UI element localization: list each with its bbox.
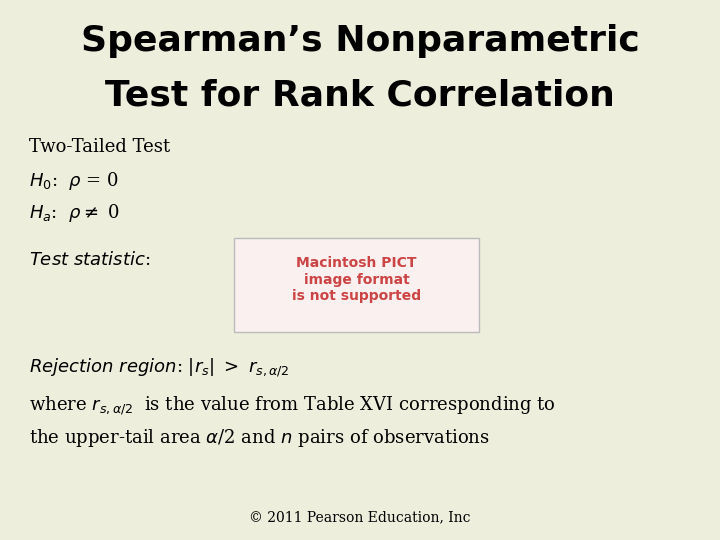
Text: the upper-tail area $\alpha$/2 and $\mathit{n}$ pairs of observations: the upper-tail area $\alpha$/2 and $\mat… bbox=[29, 427, 490, 449]
Text: Macintosh PICT
image format
is not supported: Macintosh PICT image format is not suppo… bbox=[292, 256, 421, 303]
Text: Spearman’s Nonparametric: Spearman’s Nonparametric bbox=[81, 24, 639, 58]
FancyBboxPatch shape bbox=[234, 238, 479, 332]
Text: Test for Rank Correlation: Test for Rank Correlation bbox=[105, 78, 615, 112]
Text: © 2011 Pearson Education, Inc: © 2011 Pearson Education, Inc bbox=[249, 510, 471, 524]
Text: $\mathit{H}_a$:  $\mathit{\rho} \neq$ 0: $\mathit{H}_a$: $\mathit{\rho} \neq$ 0 bbox=[29, 202, 120, 225]
Text: $\it{Test\ statistic}$:: $\it{Test\ statistic}$: bbox=[29, 251, 150, 269]
Text: $\mathit{H}_0$:  $\mathit{\rho}$ = 0: $\mathit{H}_0$: $\mathit{\rho}$ = 0 bbox=[29, 170, 119, 192]
Text: where $\mathit{r}_{s,\alpha/2}$  is the value from Table XVI corresponding to: where $\mathit{r}_{s,\alpha/2}$ is the v… bbox=[29, 394, 556, 417]
Text: Two-Tailed Test: Two-Tailed Test bbox=[29, 138, 170, 156]
Text: $\it{Rejection\ region}$: $|\mathit{r}_s|$ $>$ $\mathit{r}_{s,\alpha/2}$: $\it{Rejection\ region}$: $|\mathit{r}_s… bbox=[29, 356, 289, 379]
